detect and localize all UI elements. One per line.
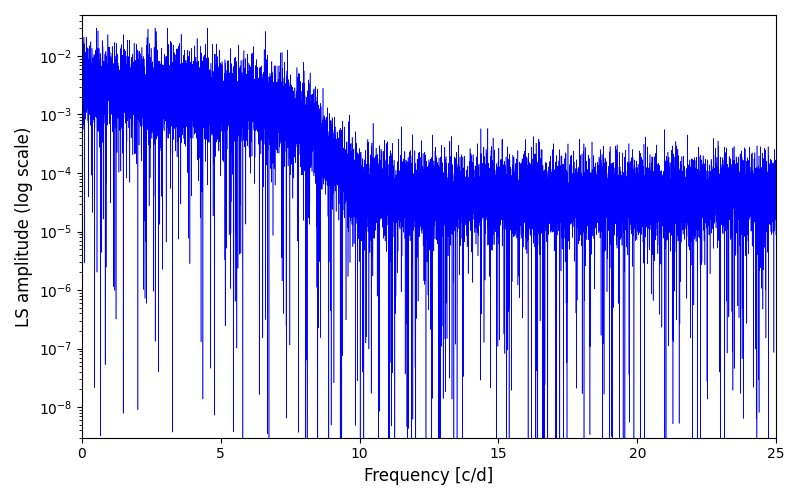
Y-axis label: LS amplitude (log scale): LS amplitude (log scale) [15,126,33,326]
X-axis label: Frequency [c/d]: Frequency [c/d] [364,467,494,485]
